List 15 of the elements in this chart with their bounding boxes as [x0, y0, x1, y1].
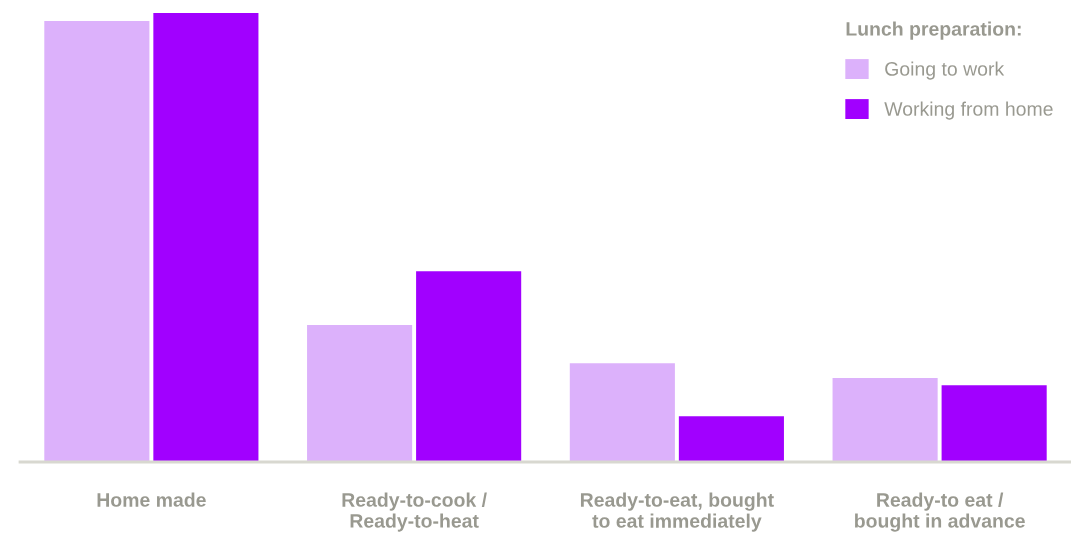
- legend-title: Lunch preparation:: [846, 21, 1021, 40]
- x-tick-label: Home made: [97, 492, 206, 507]
- bar: [569, 363, 675, 462]
- bar: [153, 13, 259, 462]
- legend-label: Working from home: [884, 101, 1053, 120]
- bar: [44, 21, 150, 462]
- bar: [941, 385, 1047, 462]
- bar: [416, 271, 522, 462]
- bar: [307, 325, 413, 462]
- x-tick-label: Ready-to-cook / Ready-to-heat: [342, 492, 487, 532]
- bar: [678, 416, 784, 462]
- bar: [832, 378, 938, 462]
- x-tick-label: Ready-to-eat, bought to eat immediately: [580, 492, 774, 532]
- x-tick-label: Ready-to eat / bought in advance: [855, 492, 1025, 532]
- legend-label: Going to work: [885, 61, 1005, 80]
